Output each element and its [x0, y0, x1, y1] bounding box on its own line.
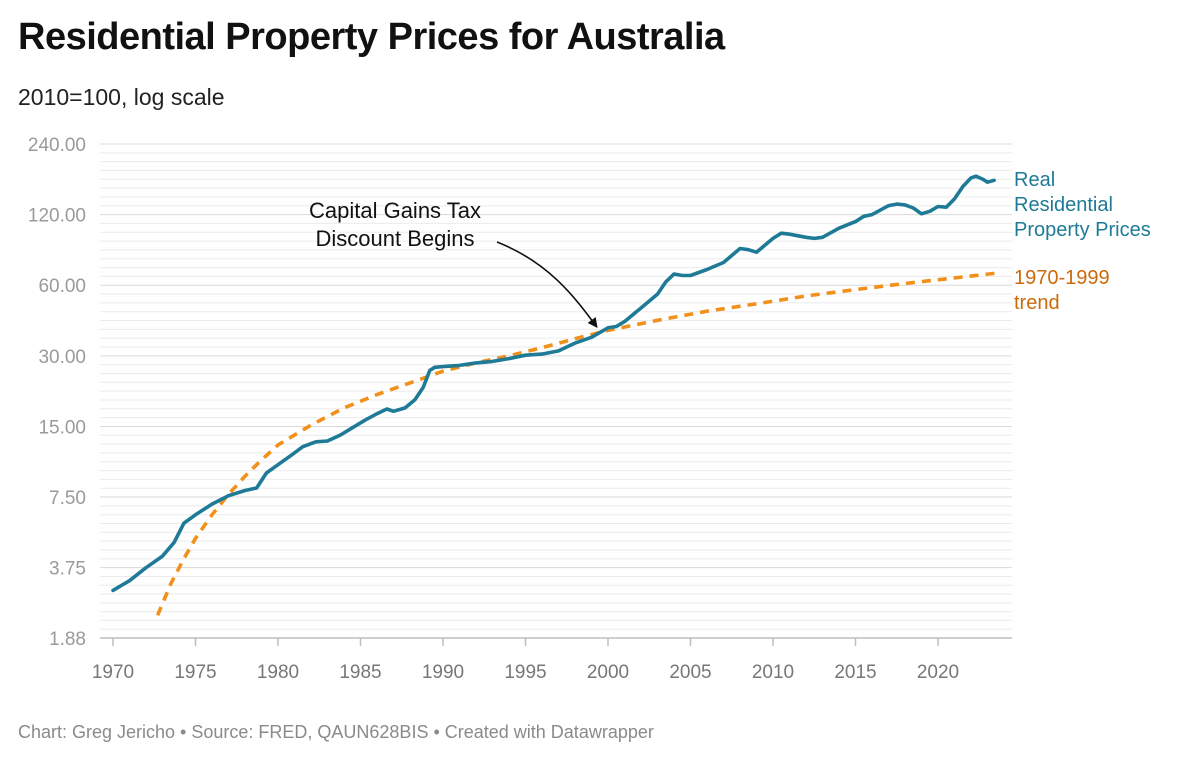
- annotation-arrow: [497, 242, 596, 326]
- y-tick-label: 1.88: [49, 629, 86, 650]
- chart-footer: Chart: Greg Jericho • Source: FRED, QAUN…: [18, 722, 654, 743]
- line-chart: 1.883.757.5015.0030.0060.00120.00240.00 …: [0, 0, 1200, 764]
- x-tick-label: 2015: [834, 662, 876, 683]
- label-real-prices: Real Residential Property Prices: [1014, 169, 1151, 241]
- label-trend: 1970-1999 trend: [1014, 267, 1110, 314]
- y-tick-label: 240.00: [28, 135, 86, 156]
- x-tick-label: 1985: [339, 662, 381, 683]
- series-labels: Real Residential Property Prices 1970-1999 t…: [1014, 169, 1151, 314]
- y-tick-label: 15.00: [38, 417, 86, 438]
- y-tick-label: 120.00: [28, 206, 86, 227]
- x-tick-label: 1970: [92, 662, 134, 683]
- x-tick-label: 2000: [587, 662, 629, 683]
- x-tick-label: 2005: [669, 662, 711, 683]
- y-tick-label: 60.00: [38, 276, 86, 297]
- x-tick-label: 2020: [917, 662, 959, 683]
- gridlines: [100, 144, 1012, 638]
- x-tick-label: 2010: [752, 662, 794, 683]
- y-tick-label: 3.75: [49, 559, 86, 580]
- annotation-text: Capital Gains Tax Discount Begins: [309, 198, 481, 251]
- x-tick-label: 1975: [174, 662, 216, 683]
- series-lines: [113, 176, 996, 615]
- series-real-prices: [113, 176, 994, 590]
- y-axis-ticks: 1.88 3.75 7.50 15.00 30.00 60.00 120.00 240.00: [28, 135, 86, 650]
- x-tick-label: 1995: [504, 662, 546, 683]
- y-tick-label: 30.00: [38, 347, 86, 368]
- annotation: Capital Gains Tax Discount Begins: [309, 198, 596, 326]
- x-tick-label: 1980: [257, 662, 299, 683]
- y-tick-label: 7.50: [49, 488, 86, 509]
- x-tick-label: 1990: [422, 662, 464, 683]
- x-axis-ticks: 1970 1975 1980 1985 1990 1995 2000 2005 2010 2015…: [92, 638, 959, 683]
